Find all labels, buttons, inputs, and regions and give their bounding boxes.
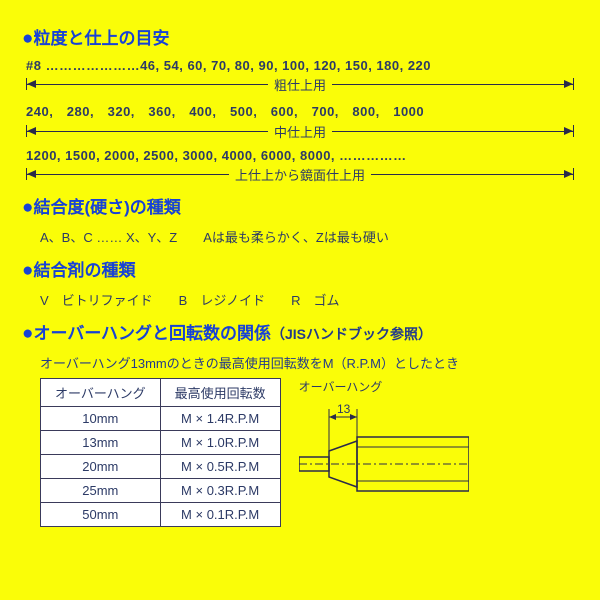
table-row: 20mmM × 0.5R.P.M [41,455,281,479]
section3-heading: ●結合剤の種類 [22,256,578,282]
table-row: 10mmM × 1.4R.P.M [41,407,281,431]
diagram-dim: 13 [337,402,351,416]
grit-row-3: 1200, 1500, 2000, 2500, 3000, 4000, 6000… [26,148,578,163]
grit-row-1: #8 …………………46, 54, 60, 70, 80, 90, 100, 1… [26,58,578,73]
range-label-3: 上仕上から鏡面仕上用 [229,165,371,184]
range-arrow-3: 上仕上から鏡面仕上用 [26,165,574,183]
diagram-label: オーバーハング [299,378,578,395]
range-label-1: 粗仕上用 [268,75,332,94]
range-arrow-1: 粗仕上用 [26,75,574,93]
section2-title: 結合度(硬さ)の種類 [33,198,180,217]
bullet-icon: ● [22,323,33,344]
range-arrow-2: 中仕上用 [26,122,574,140]
table-row: 25mmM × 0.3R.P.M [41,479,281,503]
bullet-icon: ● [22,260,33,281]
table-row: 13mmM × 1.0R.P.M [41,431,281,455]
th-overhang: オーバーハング [41,379,161,407]
section4-title: オーバーハングと回転数の関係 [33,324,271,343]
table-row: 50mmM × 0.1R.P.M [41,503,281,527]
table-header-row: オーバーハング 最高使用回転数 [41,379,281,407]
range-label-2: 中仕上用 [268,122,332,141]
tool-diagram-icon: 13 [299,399,469,519]
th-rpm: 最高使用回転数 [160,379,280,407]
bullet-icon: ● [22,28,33,49]
section3-title: 結合剤の種類 [33,261,135,280]
section3-text: V ビトリファイド B レジノイド R ゴム [40,290,578,309]
section2-heading: ●結合度(硬さ)の種類 [22,193,578,219]
overhang-table: オーバーハング 最高使用回転数 10mmM × 1.4R.P.M 13mmM ×… [40,378,281,527]
section4-subtitle: （JISハンドブック参照） [271,326,432,342]
section1-heading: ●粒度と仕上の目安 [22,24,578,50]
overhang-diagram: オーバーハング 13 [299,378,578,522]
section4-heading: ●オーバーハングと回転数の関係（JISハンドブック参照） [22,319,578,345]
section1-title: 粒度と仕上の目安 [33,29,169,48]
section2-text: A、B、C …… X、Y、Z Aは最も柔らかく、Zは最も硬い [40,227,578,246]
overhang-note: オーバーハング13mmのときの最高使用回転数をM（R.P.M）としたとき [40,353,578,372]
grit-row-2: 240, 280, 320, 360, 400, 500, 600, 700, … [26,101,578,120]
bullet-icon: ● [22,197,33,218]
